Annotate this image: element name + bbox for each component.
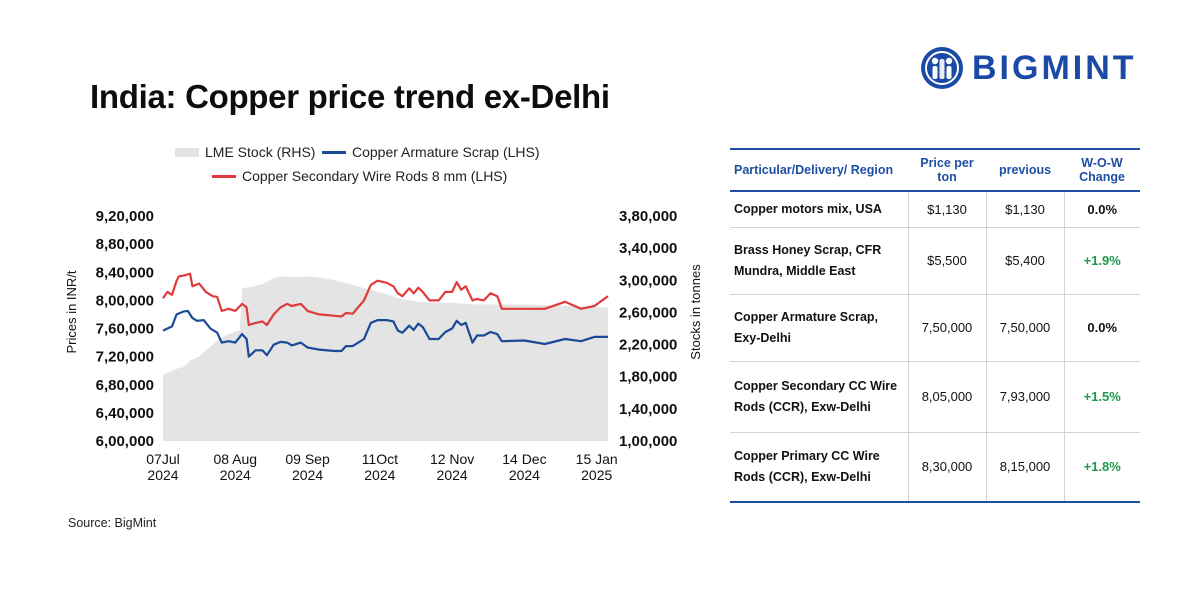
right-axis-tick-label: 3,80,000 (619, 208, 677, 225)
left-axis-tick-label: 8,00,000 (96, 292, 154, 309)
logo-wordmark: BIGMINT (972, 49, 1137, 87)
x-axis-tick-year: 2024 (509, 467, 540, 483)
row-previous: $5,400 (985, 227, 1064, 295)
right-axis-tick-label: 2,20,000 (619, 337, 677, 354)
col-header-particular: Particular/Delivery/ Region (730, 148, 908, 192)
col-header-previous: previous (986, 148, 1064, 192)
row-price: $5,500 (907, 227, 986, 295)
legend-label-lme-stock: LME Stock (RHS) (205, 144, 316, 160)
x-axis-tick-year: 2024 (147, 467, 178, 483)
left-axis-tick-label: 7,60,000 (96, 321, 154, 338)
page-title: India: Copper price trend ex-Delhi (90, 78, 610, 115)
armature-scrap-line (162, 309, 608, 358)
left-axis-tick-label: 7,20,000 (96, 349, 154, 366)
row-item: Copper Secondary CC Wire Rods (CCR), Exw… (730, 361, 908, 433)
table-row: Copper Secondary CC Wire Rods (CCR), Exw… (730, 361, 1140, 433)
table-row: Copper motors mix, USA $1,130 $1,130 0.0… (730, 191, 1140, 228)
row-change: +1.5% (1063, 361, 1140, 433)
x-axis-tick-year: 2024 (292, 467, 323, 483)
row-item: Copper motors mix, USA (730, 191, 908, 228)
left-axis-tick-label: 8,80,000 (96, 236, 154, 253)
row-price: $1,130 (907, 191, 986, 228)
x-axis-tick-label: 09 Sep (285, 451, 330, 467)
source-note: Source: BigMint (68, 516, 157, 530)
x-axis-tick-year: 2025 (581, 467, 612, 483)
row-price: 8,05,000 (907, 361, 986, 433)
row-price: 7,50,000 (907, 294, 986, 362)
table-header-row: Particular/Delivery/ Region Price per to… (730, 148, 1140, 192)
price-trend-chart: 6,00,000 6,40,000 6,80,000 7,20,000 7,60,000… (64, 208, 703, 483)
legend-item-lme-stock: LME Stock (RHS) (175, 144, 315, 160)
legend-swatch-blue (322, 150, 346, 154)
row-previous: 8,15,000 (985, 432, 1064, 503)
x-axis-tick-label: 15 Jan (576, 451, 618, 467)
legend-label-armature-scrap: Copper Armature Scrap (LHS) (352, 144, 540, 160)
legend-swatch-red (212, 174, 236, 178)
x-axis-tick-year: 2024 (437, 467, 468, 483)
right-axis-ticks: 1,00,000 1,40,000 1,80,000 2,20,000 2,60,000… (619, 208, 677, 450)
x-axis-tick-label: 11Oct (362, 451, 398, 467)
row-previous: 7,50,000 (985, 294, 1064, 362)
col-header-price: Price per ton (908, 148, 986, 192)
table-row: Brass Honey Scrap, CFR Mundra, Middle Ea… (730, 227, 1140, 295)
row-previous: 7,93,000 (985, 361, 1064, 433)
x-axis-tick-year: 2024 (364, 467, 395, 483)
legend-swatch-area (175, 147, 199, 157)
legend-item-wire-rods: Copper Secondary Wire Rods 8 mm (LHS) (212, 168, 507, 184)
legend-label-wire-rods: Copper Secondary Wire Rods 8 mm (LHS) (242, 168, 508, 184)
lme-stock-area (163, 276, 608, 441)
legend-item-armature-scrap: Copper Armature Scrap (LHS) (322, 144, 540, 160)
left-axis-ticks: 6,00,000 6,40,000 6,80,000 7,20,000 7,60,000… (96, 208, 154, 450)
x-axis-tick-label: 14 Dec (502, 451, 546, 467)
left-axis-tick-label: 6,00,000 (96, 433, 154, 450)
row-change: +1.8% (1063, 432, 1140, 503)
left-axis-tick-label: 9,20,000 (96, 208, 154, 225)
row-item: Copper Primary CC Wire Rods (CCR), Exw-D… (730, 432, 908, 503)
right-axis-tick-label: 3,40,000 (619, 240, 677, 257)
x-axis-tick-year: 2024 (220, 467, 251, 483)
right-axis-tick-label: 3,00,000 (619, 272, 677, 289)
table-row: Copper Primary CC Wire Rods (CCR), Exw-D… (730, 432, 1140, 503)
right-axis-tick-label: 1,40,000 (619, 401, 677, 418)
row-item: Copper Armature Scrap, Exy-Delhi (730, 294, 908, 362)
x-axis-tick-label: 12 Nov (430, 451, 474, 467)
right-axis-tick-label: 2,60,000 (619, 304, 677, 321)
left-axis-tick-label: 8,40,000 (96, 264, 154, 281)
right-axis-title: Stocks in tonnes (688, 264, 703, 360)
bigmint-logo-icon (921, 47, 963, 89)
wire-rods-line (162, 272, 609, 327)
left-axis-title: Prices in INR/t (64, 270, 79, 353)
left-axis-tick-label: 6,80,000 (96, 377, 154, 394)
row-item: Brass Honey Scrap, CFR Mundra, Middle Ea… (730, 227, 908, 295)
right-axis-tick-label: 1,80,000 (619, 369, 677, 386)
right-axis-tick-label: 1,00,000 (619, 433, 677, 450)
bigmint-logo: BIGMINT (920, 46, 1142, 90)
left-axis-tick-label: 6,40,000 (96, 405, 154, 422)
x-axis-tick-label: 07Jul (146, 451, 179, 467)
row-previous: $1,130 (985, 191, 1064, 228)
row-change: +1.9% (1063, 227, 1140, 295)
price-table: Particular/Delivery/ Region Price per to… (730, 148, 1140, 503)
row-price: 8,30,000 (907, 432, 986, 503)
table-row: Copper Armature Scrap, Exy-Delhi 7,50,00… (730, 294, 1140, 362)
row-change: 0.0% (1063, 294, 1140, 362)
x-axis-tick-label: 08 Aug (213, 451, 257, 467)
row-change: 0.0% (1063, 191, 1140, 228)
col-header-change: W-O-W Change (1064, 148, 1140, 192)
